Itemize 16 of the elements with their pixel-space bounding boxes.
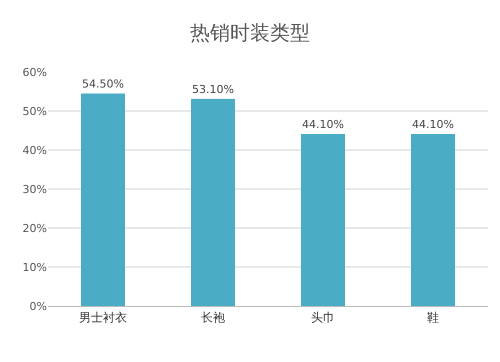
data-label: 54.50%	[82, 77, 124, 90]
x-tick-label: 长袍	[201, 310, 225, 324]
y-tick-label: 0%	[30, 300, 47, 313]
y-tick-label: 60%	[22, 66, 47, 79]
data-label: 44.10%	[302, 118, 344, 132]
chart-title: 热销时装类型	[190, 20, 310, 44]
y-tick-label: 40%	[22, 144, 47, 157]
x-tick-label: 鞋	[427, 310, 439, 324]
x-tick-label: 头巾	[311, 310, 335, 324]
y-tick-label: 20%	[22, 222, 47, 235]
x-tick-label: 男士衬衣	[79, 310, 127, 324]
y-tick-label: 30%	[22, 182, 47, 196]
y-tick-label: 50%	[22, 104, 47, 118]
data-label: 53.10%	[192, 82, 234, 96]
y-tick-label: 10%	[22, 260, 47, 274]
data-label: 44.10%	[412, 118, 454, 132]
